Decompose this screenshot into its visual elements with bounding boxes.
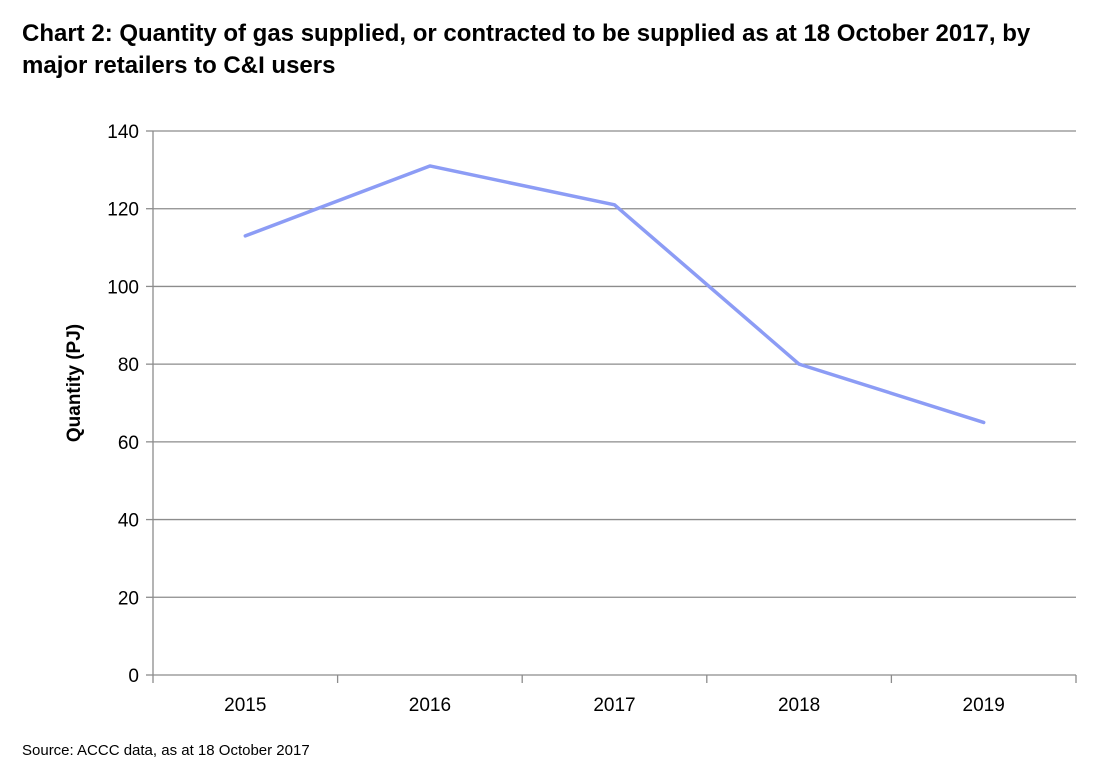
axes	[146, 130, 1077, 683]
y-tick-label: 120	[107, 200, 139, 221]
series-line	[243, 164, 986, 425]
y-tick-label: 20	[118, 588, 139, 609]
y-tick-label: 60	[118, 433, 139, 454]
x-tick-label: 2016	[409, 695, 451, 716]
series-layer	[243, 164, 986, 425]
y-tick-label: 0	[128, 666, 139, 687]
y-axis-title: Quantity (PJ)	[64, 324, 85, 442]
chart-title: Chart 2: Quantity of gas supplied, or co…	[22, 20, 1031, 79]
y-tick-label: 80	[118, 355, 139, 376]
y-tick-label: 40	[118, 511, 139, 532]
y-tick-label: 100	[107, 277, 139, 298]
x-tick-label: 2018	[778, 695, 820, 716]
x-tick-label: 2019	[963, 695, 1005, 716]
x-tick-label: 2017	[593, 695, 635, 716]
source-note: Source: ACCC data, as at 18 October 2017	[22, 742, 310, 759]
tick-labels: 0 20 40 60 80 100 120 140 2015 2016 2017 2018 2019	[107, 122, 1005, 716]
y-tick-label: 140	[107, 122, 139, 143]
x-tick-label: 2015	[224, 695, 266, 716]
gridlines	[153, 130, 1076, 598]
